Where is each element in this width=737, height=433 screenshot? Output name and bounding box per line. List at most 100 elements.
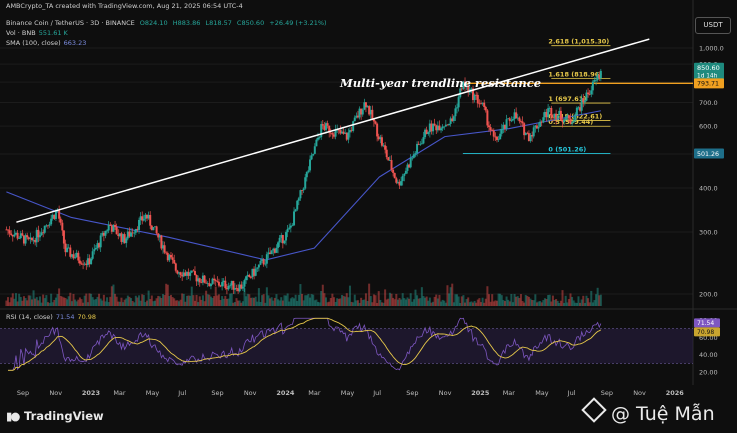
volume-bar — [436, 298, 439, 306]
volume-bar — [66, 299, 69, 306]
volume-bar — [45, 295, 48, 306]
candle-body — [366, 106, 369, 108]
candle-body — [598, 74, 601, 79]
candle-body — [369, 109, 372, 115]
volume-bar — [476, 299, 479, 306]
candle-body — [213, 278, 216, 281]
volume-bar — [574, 302, 577, 306]
volume-bar — [467, 297, 470, 306]
volume-bar — [75, 301, 78, 306]
candle-body — [414, 153, 417, 155]
volume-bar — [382, 302, 385, 306]
candle-body — [209, 283, 212, 287]
time-tick-label: Mar — [503, 389, 516, 397]
volume-bar — [366, 300, 369, 306]
volume-bar — [299, 284, 302, 306]
candle-body — [459, 88, 462, 98]
volume-bar — [579, 302, 582, 306]
candle-body — [85, 263, 88, 266]
volume-bar — [158, 296, 161, 306]
candle-body — [356, 115, 359, 118]
volume-bar — [120, 297, 123, 306]
volume-bar — [360, 297, 363, 306]
candle-body — [154, 226, 157, 228]
time-tick-label: Nov — [244, 389, 257, 397]
volume-bar — [251, 297, 254, 306]
candle-body — [486, 110, 489, 126]
candle-body — [524, 132, 527, 136]
candle-body — [344, 132, 347, 134]
candle-body — [472, 88, 475, 101]
volume-bar — [118, 301, 121, 306]
time-tick-label: May — [146, 389, 160, 397]
volume-bar — [545, 299, 548, 306]
candle-body — [245, 276, 248, 281]
volume-bar — [503, 301, 506, 306]
volume-bar — [267, 295, 270, 306]
candle-body — [190, 270, 193, 273]
trendline-resistance — [16, 38, 650, 223]
candle-body — [492, 130, 495, 137]
candle-body — [539, 121, 542, 127]
candle-body — [385, 149, 388, 158]
candle-body — [310, 155, 313, 160]
volume-bar — [302, 300, 305, 306]
candle-body — [456, 107, 459, 109]
candle-body — [545, 111, 548, 118]
candle-body — [318, 137, 321, 138]
rsi-tick-label: 20.00 — [699, 369, 718, 377]
candle-body — [508, 118, 511, 121]
candle-body — [53, 214, 56, 219]
volume-bar — [427, 300, 430, 306]
candle-body — [125, 238, 128, 244]
volume-bar — [505, 296, 508, 306]
volume-bar — [507, 299, 510, 306]
volume-bar — [232, 302, 235, 306]
candle-body — [115, 226, 118, 235]
candle-body — [224, 280, 227, 289]
candle-body — [40, 232, 43, 236]
time-tick-label: May — [535, 389, 549, 397]
candle-body — [94, 247, 97, 250]
chart-credit: AMBCrypto_TA created with TradingView.co… — [6, 2, 243, 10]
candle-body — [499, 133, 502, 140]
candle-body — [507, 118, 510, 120]
volume-bar — [152, 301, 155, 306]
volume-bar — [6, 297, 9, 306]
candle-body — [416, 143, 419, 154]
volume-bar — [513, 293, 516, 306]
candle-body — [495, 136, 498, 140]
volume-legend: Vol · BNB 551.61 K — [6, 29, 68, 37]
candle-body — [128, 231, 131, 237]
volume-bar — [72, 293, 75, 306]
candle-body — [377, 136, 380, 140]
candle-body — [379, 137, 382, 140]
volume-bar — [98, 293, 101, 306]
volume-bar — [337, 298, 340, 306]
currency-button[interactable]: USDT — [695, 17, 731, 34]
candle-body — [529, 135, 532, 142]
volume-bar — [441, 299, 444, 306]
volume-bar — [478, 298, 481, 306]
candle-body — [14, 232, 17, 235]
candle-body — [476, 94, 479, 104]
candle-body — [563, 119, 566, 123]
volume-bar — [296, 300, 299, 306]
candle-body — [345, 132, 348, 140]
volume-bar — [353, 294, 356, 306]
volume-bar — [70, 301, 73, 306]
volume-bar — [74, 299, 77, 306]
candle-body — [142, 218, 145, 221]
volume-bar — [364, 293, 367, 306]
candle-body — [583, 100, 586, 103]
volume-bar — [93, 299, 96, 306]
candle-body — [424, 129, 427, 138]
candle-body — [433, 123, 436, 126]
volume-bar — [355, 300, 358, 306]
volume-bar — [404, 299, 407, 306]
candle-body — [387, 157, 390, 161]
candle-body — [460, 88, 463, 90]
volume-bar — [297, 294, 300, 306]
rsi-legend: RSI (14, close) 71.54 70.98 — [6, 313, 97, 321]
